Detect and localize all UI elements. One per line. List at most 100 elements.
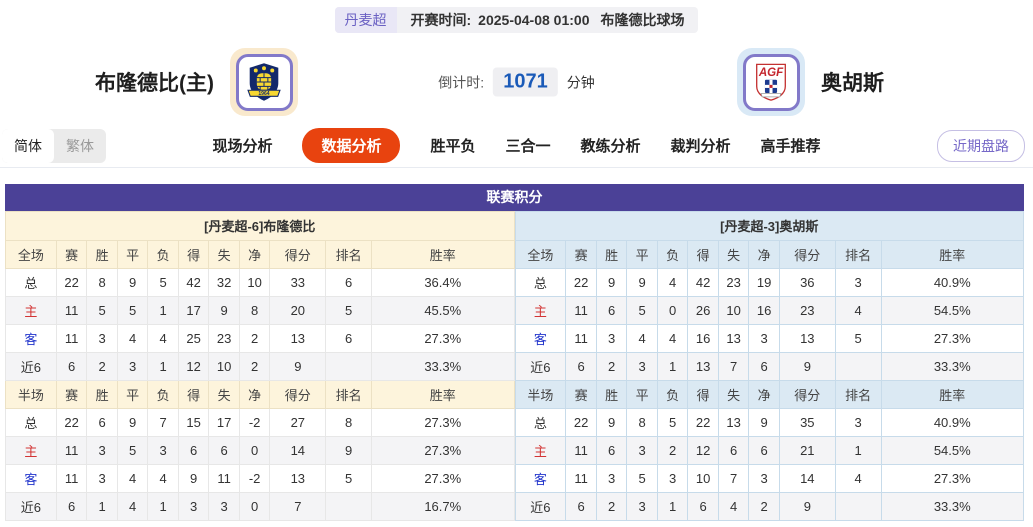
stat-cell: 0 [238, 436, 271, 465]
stat-cell: 8 [86, 268, 118, 297]
stat-cell: 3 [626, 352, 658, 381]
lang-simplified[interactable]: 简体 [2, 128, 54, 163]
stat-cell: 3 [86, 464, 118, 493]
table-row: 总 22 9 8 5 22 13 9 35 3 40.9% [514, 408, 1025, 437]
stat-cell: 16 [687, 324, 719, 353]
kickoff-time: 2025-04-08 01:00 [478, 12, 590, 28]
stat-cell: 4 [656, 268, 689, 297]
stat-cell: 6 [748, 436, 780, 465]
stat-cell: 3 [834, 408, 882, 437]
table-row: 主 11 3 5 3 6 6 0 14 9 27.3% [5, 436, 515, 465]
stat-cell: 5 [116, 296, 149, 325]
home-team-logo: 1964 [230, 48, 298, 116]
column-header: 赛 [55, 380, 88, 409]
stat-cell: 2 [238, 352, 271, 381]
stat-cell: 3 [748, 324, 780, 353]
nav-tab-6[interactable]: 高手推荐 [760, 138, 821, 155]
stat-cell: 40.9% [880, 408, 1025, 437]
nav-tab-3[interactable]: 三合一 [505, 138, 551, 155]
stat-cell: 22 [565, 268, 597, 297]
stat-cell: 6 [748, 352, 780, 381]
countdown-label: 倒计时: [438, 74, 485, 90]
stat-cell: 6 [717, 436, 750, 465]
stat-cell: 7 [717, 352, 750, 381]
stat-cell: 6 [687, 492, 719, 521]
stat-cell: 2 [748, 492, 780, 521]
kickoff-info: 开赛时间: 2025-04-08 01:00 布隆德比球场 [397, 7, 699, 33]
stat-cell: 3 [147, 436, 179, 465]
stat-cell: 11 [565, 324, 597, 353]
stat-cell: 7 [269, 492, 327, 521]
table-row: 总 22 8 9 5 42 32 10 33 6 36.4% [5, 268, 515, 297]
stat-cell: -2 [238, 408, 271, 437]
recent-odds-button[interactable]: 近期盘路 [937, 129, 1025, 162]
column-header: 平 [116, 240, 149, 269]
column-header: 赛 [55, 240, 88, 269]
stat-cell: 6 [55, 352, 88, 381]
home-team-stats: [丹麦超-6]布隆德比 全场赛胜平负得失净得分 排名 胜率总 22 8 9 5 42 32 10 3… [5, 211, 515, 521]
stat-cell [325, 492, 373, 521]
nav-tab-5[interactable]: 裁判分析 [670, 138, 731, 155]
nav-tabs: 现场分析 数据分析 胜平负 三合一 教练分析 裁判分析 高手推荐 [212, 128, 821, 163]
table-row: 客 11 3 4 4 25 23 2 13 6 27.3% [5, 324, 515, 353]
nav-tab-4[interactable]: 教练分析 [580, 138, 641, 155]
away-team-stats: [丹麦超-3]奥胡斯 全场赛胜平负得失净得分 排名 胜率总 22 9 9 4 42 23 19 36… [514, 211, 1025, 521]
stat-cell: 1 [147, 492, 179, 521]
stat-cell: 9 [116, 408, 149, 437]
stat-cell: 21 [778, 436, 836, 465]
stat-cell: 6 [208, 436, 240, 465]
stat-cell: 12 [687, 436, 719, 465]
row-label: 客 [514, 464, 567, 493]
stat-cell: 6 [325, 268, 373, 297]
stat-cell: 13 [269, 464, 327, 493]
home-team-name: 布隆德比(主) [95, 72, 214, 95]
stat-cell: 9 [208, 296, 240, 325]
row-label: 主 [514, 436, 567, 465]
row-label: 主 [5, 296, 57, 325]
column-header-row: 半场赛胜平负得失净得分 排名 胜率 [514, 380, 1025, 409]
column-header: 得 [687, 380, 719, 409]
stat-cell: 13 [717, 408, 750, 437]
table-row: 近6 6 2 3 1 12 10 2 9 33.3% [5, 352, 515, 381]
stat-cell [325, 352, 373, 381]
row-label: 主 [514, 296, 567, 325]
column-header: 净 [748, 240, 780, 269]
stat-cell: 27.3% [371, 436, 515, 465]
stat-cell: 0 [656, 296, 689, 325]
stat-cell: 10 [238, 268, 271, 297]
home-team: 布隆德比(主) 1964 [95, 48, 298, 116]
stat-cell: 3 [656, 464, 689, 493]
stat-cell: 3 [626, 492, 658, 521]
stat-cell: 27 [269, 408, 327, 437]
stat-cell: 27.3% [371, 324, 515, 353]
nav-tab-1[interactable]: 数据分析 [302, 128, 401, 163]
stat-cell: 3 [86, 436, 118, 465]
league-badge[interactable]: 丹麦超 [334, 7, 397, 33]
column-header: 赛 [565, 240, 597, 269]
column-header: 失 [208, 380, 240, 409]
stat-cell: 4 [656, 324, 689, 353]
column-header: 得分 [269, 240, 327, 269]
countdown-value: 1071 [493, 67, 558, 97]
stat-cell: 3 [834, 268, 882, 297]
brondby-crest-icon: 1964 [247, 63, 281, 101]
stat-cell: 22 [687, 408, 719, 437]
stat-cell: 11 [55, 324, 88, 353]
stat-cell: 9 [269, 352, 327, 381]
stat-cell: 27.3% [371, 408, 515, 437]
stat-cell: 33 [269, 268, 327, 297]
stat-cell: 42 [687, 268, 719, 297]
stat-cell: 17 [208, 408, 240, 437]
column-header: 胜 [595, 380, 628, 409]
stat-cell: 11 [565, 464, 597, 493]
teams-header: 布隆德比(主) 1964 倒计时: 1071 分钟 [0, 40, 1033, 124]
column-header: 得分 [269, 380, 327, 409]
row-label: 主 [5, 436, 57, 465]
countdown-unit: 分钟 [566, 74, 595, 90]
stat-cell: 4 [626, 324, 658, 353]
stat-cell: 11 [565, 436, 597, 465]
nav-tab-2[interactable]: 胜平负 [430, 138, 476, 155]
nav-tab-0[interactable]: 现场分析 [212, 138, 273, 155]
lang-traditional[interactable]: 繁体 [66, 137, 94, 154]
column-header: 排名 [325, 240, 373, 269]
